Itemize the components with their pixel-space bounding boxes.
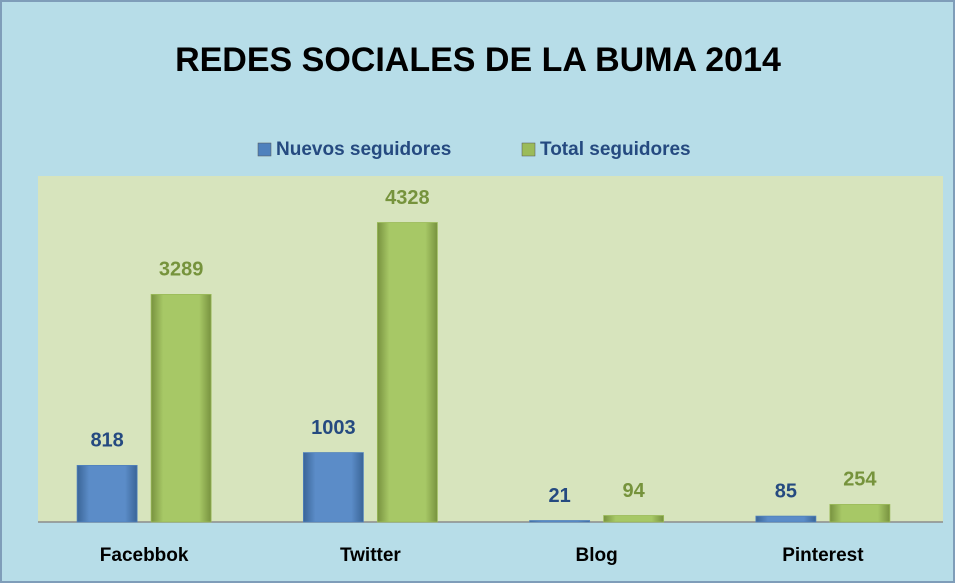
- data-label: 94: [623, 480, 646, 502]
- x-tick-label: Blog: [576, 545, 618, 566]
- bar: [376, 222, 438, 523]
- data-label: 818: [90, 430, 123, 452]
- data-label: 1003: [311, 417, 356, 439]
- legend-swatch: [521, 142, 536, 157]
- legend-label: Total seguidores: [540, 139, 691, 160]
- bar: [755, 515, 817, 523]
- data-label: 4328: [385, 187, 430, 209]
- bar: [302, 452, 364, 523]
- chart-title: REDES SOCIALES DE LA BUMA 2014: [175, 41, 781, 79]
- bar: [150, 294, 212, 523]
- bar: [829, 504, 891, 523]
- x-tick-label: Twitter: [340, 545, 401, 566]
- bar: [529, 520, 591, 523]
- legend-swatch: [257, 142, 272, 157]
- x-tick-label: Pinterest: [782, 545, 864, 566]
- bar: [603, 515, 665, 523]
- x-tick-label: Facebbok: [100, 545, 189, 566]
- legend-label: Nuevos seguidores: [276, 139, 451, 160]
- data-label: 21: [549, 485, 571, 507]
- data-label: 85: [775, 480, 797, 502]
- data-label: 254: [843, 469, 877, 491]
- data-label: 3289: [159, 259, 204, 281]
- bar: [76, 464, 138, 523]
